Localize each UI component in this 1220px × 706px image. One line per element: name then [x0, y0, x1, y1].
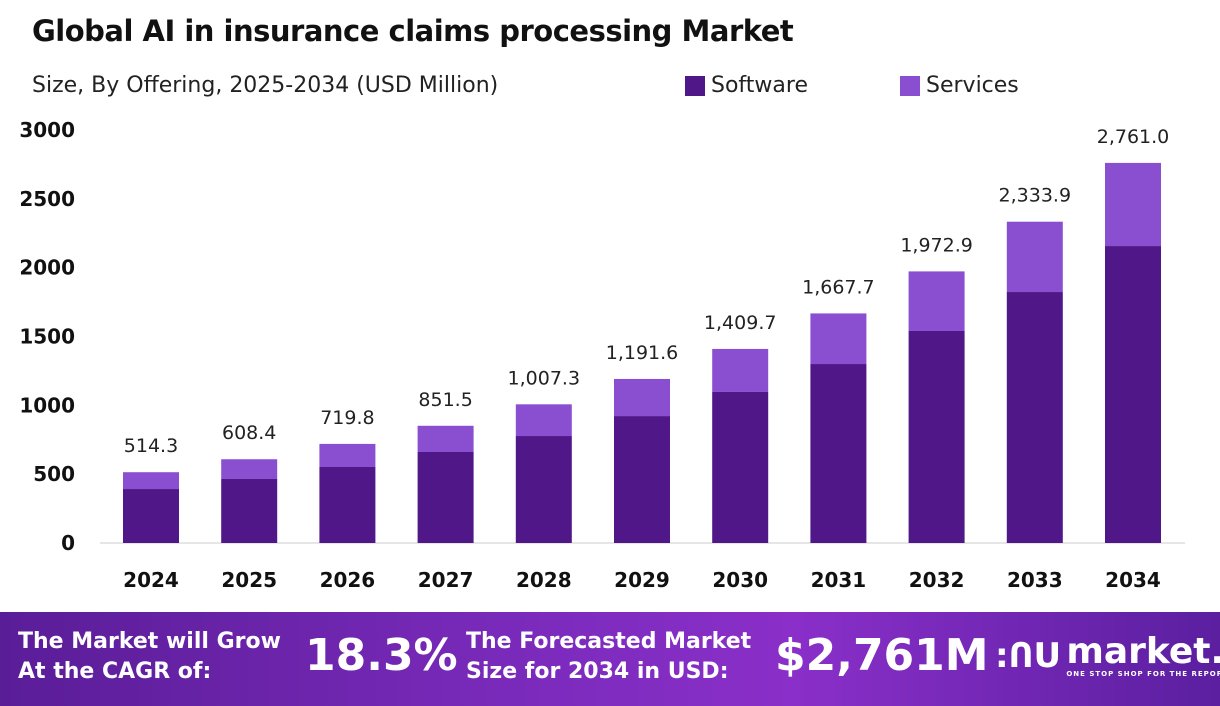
data-label-2032: 1,972.9 [900, 234, 973, 256]
y-tick-label: 1000 [19, 393, 75, 417]
legend-label-services: Services [926, 73, 1019, 98]
x-tick-label: 2026 [320, 568, 376, 592]
bar-services-2026 [319, 443, 376, 468]
bar-software-2028 [515, 436, 572, 543]
chart-title: Global AI in insurance claims processing… [32, 14, 794, 48]
y-tick-label: 3000 [19, 118, 75, 142]
x-tick-label: 2029 [614, 568, 670, 592]
y-tick-label: 1500 [19, 325, 75, 349]
chart-subtitle: Size, By Offering, 2025-2034 (USD Millio… [32, 73, 499, 98]
data-label-2033: 2,333.9 [999, 185, 1072, 207]
bar-software-2030 [712, 391, 769, 543]
bar-services-2029 [614, 378, 670, 417]
bar-services-2033 [1006, 221, 1063, 293]
legend-swatch-services [900, 75, 920, 96]
legend-label-software: Software [711, 73, 808, 98]
bar-software-2025 [221, 478, 278, 543]
x-tick-label: 2031 [811, 568, 867, 592]
x-tick-label: 2034 [1105, 568, 1161, 592]
cagr-value: 18.3% [305, 630, 458, 681]
bar-software-2032 [908, 330, 965, 543]
x-tick-label: 2024 [123, 568, 179, 592]
bar-services-2031 [810, 313, 867, 365]
bar-services-2027 [417, 425, 474, 453]
data-label-2025: 608.4 [222, 422, 276, 444]
bar-software-2027 [417, 452, 474, 543]
x-tick-label: 2033 [1007, 568, 1063, 592]
footer-banner: The Market will Grow At the CAGR of: 18.… [0, 612, 1220, 706]
logo-name: market.us [1066, 631, 1220, 672]
bar-services-2024 [123, 472, 179, 490]
cagr-label: The Market will Grow At the CAGR of: [18, 627, 281, 687]
x-tick-label: 2028 [516, 568, 572, 592]
x-tick-label: 2032 [909, 568, 965, 592]
legend-item-software: Software [685, 73, 808, 98]
logo-tagline: ONE STOP SHOP FOR THE REPORTS [1066, 670, 1220, 678]
cagr-label-line1: The Market will Grow [18, 629, 281, 654]
bar-software-2024 [123, 489, 179, 543]
data-label-2030: 1,409.7 [704, 312, 777, 334]
data-label-2024: 514.3 [124, 435, 178, 457]
data-label-2026: 719.8 [320, 407, 374, 429]
cagr-label-line2: At the CAGR of: [18, 659, 212, 684]
x-tick-label: 2027 [418, 568, 474, 592]
bar-services-2025 [221, 459, 278, 479]
legend-swatch-software [685, 75, 705, 96]
y-tick-label: 2000 [19, 256, 75, 280]
x-tick-label: 2030 [712, 568, 768, 592]
bar-software-2034 [1105, 246, 1161, 544]
bar-software-2031 [810, 364, 867, 543]
bar-services-2030 [712, 348, 769, 392]
bar-services-2034 [1105, 162, 1161, 247]
bar-services-2032 [908, 271, 965, 331]
market-us-logo: :ՈՍ market.us ONE STOP SHOP FOR THE REPO… [995, 631, 1220, 679]
bar-services-2028 [515, 404, 572, 437]
data-label-2027: 851.5 [418, 389, 472, 411]
y-tick-label: 500 [33, 462, 75, 486]
y-tick-label: 2500 [19, 187, 75, 211]
logo-icon: :ՈՍ [995, 636, 1059, 676]
forecast-label-line1: The Forecasted Market [466, 629, 752, 654]
x-tick-label: 2025 [221, 568, 277, 592]
legend-item-services: Services [900, 73, 1019, 98]
data-label-2028: 1,007.3 [508, 367, 581, 389]
data-label-2029: 1,191.6 [606, 342, 679, 364]
y-tick-label: 0 [61, 531, 75, 555]
bar-chart: 0 500 1000 1500 2000 2500 3000 514.3 2024 608.4 20… [19, 118, 1185, 592]
forecast-value: $2,761M [775, 630, 989, 681]
bar-software-2033 [1006, 292, 1063, 543]
forecast-label: The Forecasted Market Size for 2034 in U… [466, 627, 751, 687]
forecast-label-line2: Size for 2034 in USD: [466, 659, 729, 684]
bar-software-2026 [319, 467, 376, 543]
bar-software-2029 [614, 416, 670, 543]
data-label-2031: 1,667.7 [802, 276, 875, 298]
data-label-2034: 2,761.0 [1097, 126, 1170, 148]
